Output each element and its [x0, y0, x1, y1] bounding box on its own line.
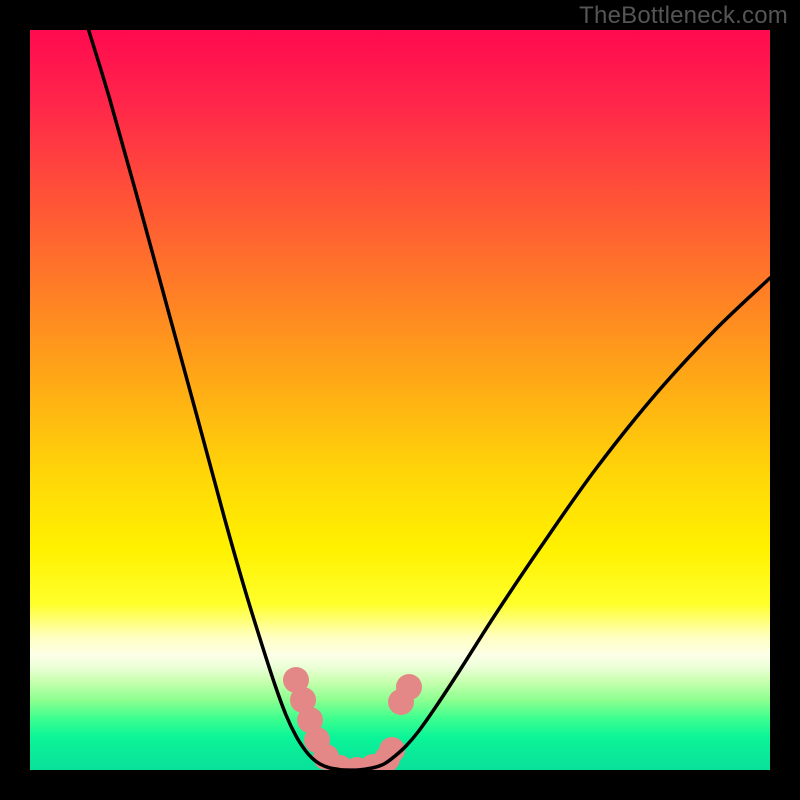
- chart-container: { "watermark": { "text": "TheBottleneck.…: [0, 0, 800, 800]
- chart-background: [30, 30, 770, 770]
- marker-point: [396, 674, 422, 700]
- watermark-text: TheBottleneck.com: [579, 2, 788, 30]
- bottleneck-chart: [0, 0, 800, 800]
